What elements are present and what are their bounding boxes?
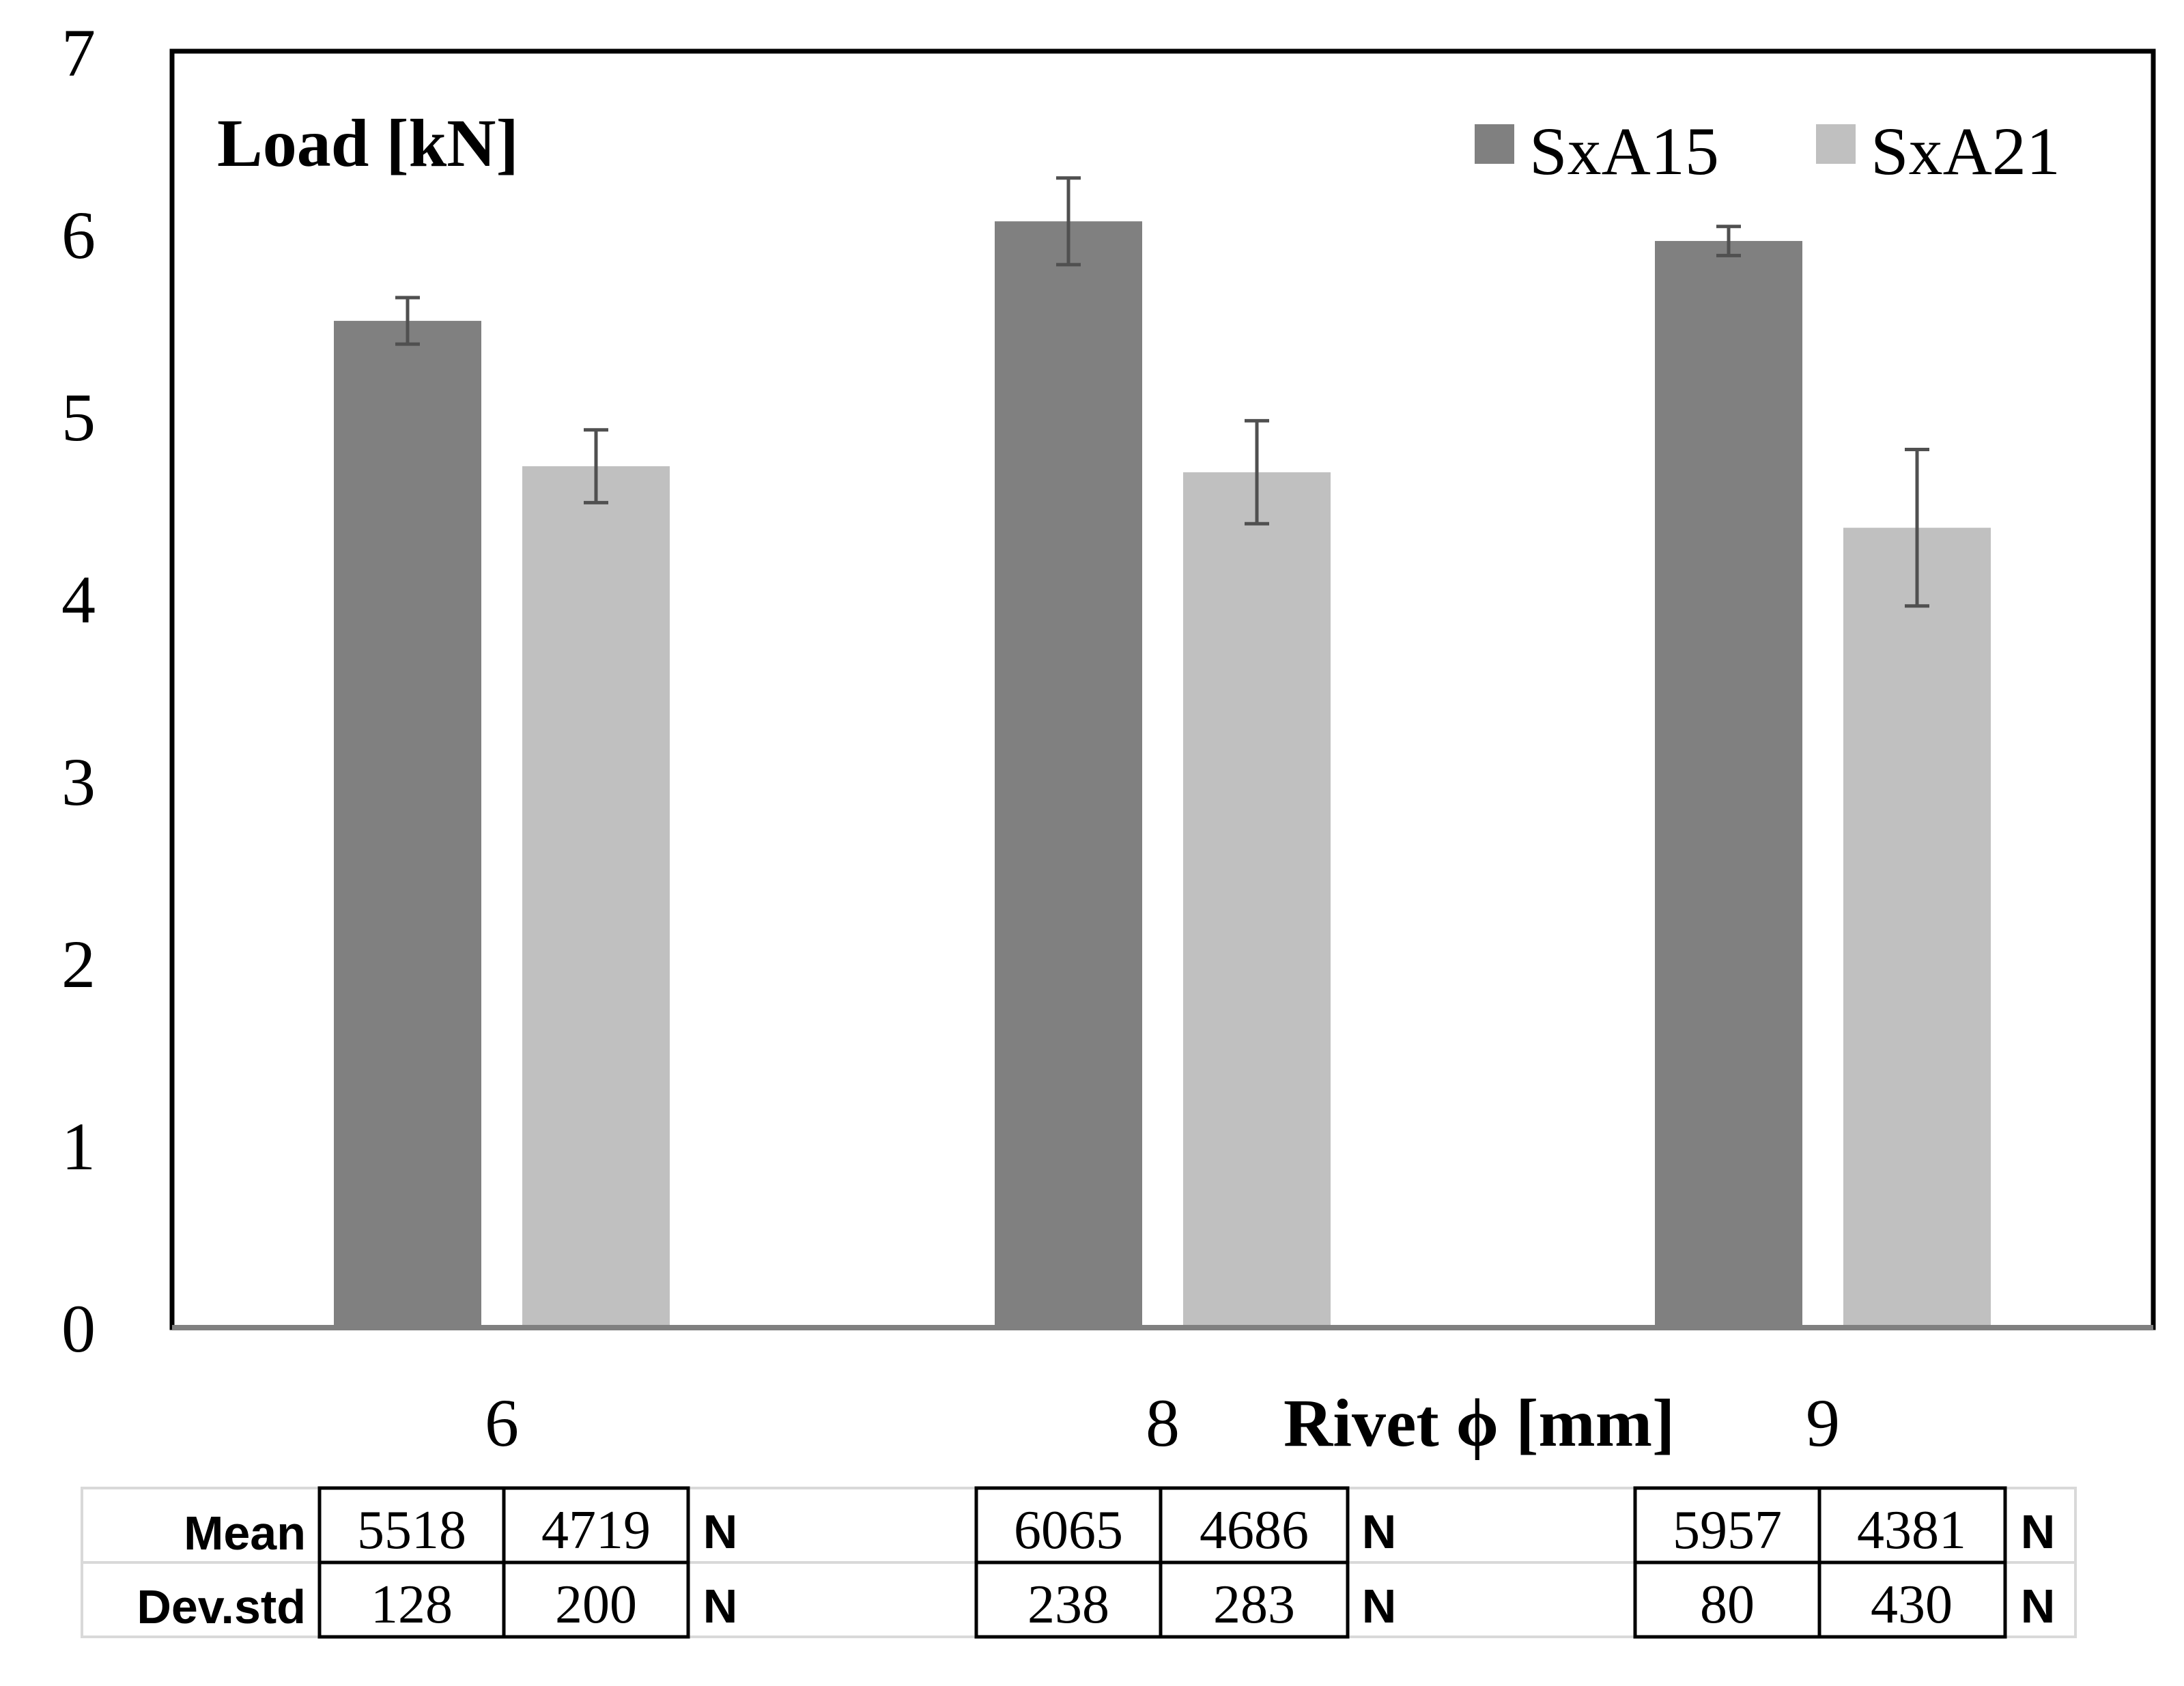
table-unit: N bbox=[1362, 1505, 1397, 1558]
error-bar-sxa21-6 bbox=[584, 428, 608, 504]
legend-label-sxa21: SxA21 bbox=[1871, 113, 2060, 189]
table-cell-mean-9-sxa15: 5957 bbox=[1673, 1500, 1782, 1560]
x-tick-label-8: 8 bbox=[1146, 1385, 1180, 1461]
y-tick-labels: 0 1 2 3 4 5 6 7 bbox=[61, 15, 96, 1367]
table-cell-std-8-sxa15: 238 bbox=[1027, 1575, 1109, 1635]
table-cell-mean-6-sxa21: 4719 bbox=[541, 1500, 651, 1560]
table-unit: N bbox=[2021, 1580, 2056, 1633]
table-unit: N bbox=[2021, 1505, 2056, 1558]
table-cell-mean-8-sxa15: 6065 bbox=[1014, 1500, 1123, 1560]
legend-swatch-sxa15 bbox=[1475, 124, 1514, 164]
table-cell-mean-6-sxa15: 5518 bbox=[357, 1500, 466, 1560]
bar-sxa21-6 bbox=[522, 466, 670, 1325]
x-tick-label-9: 9 bbox=[1806, 1385, 1840, 1461]
bar-sxa21-9 bbox=[1843, 528, 1991, 1325]
bar-sxa21-8 bbox=[1183, 472, 1331, 1325]
error-bars bbox=[395, 176, 1929, 608]
legend-swatch-sxa21 bbox=[1816, 124, 1856, 164]
bar-sxa15-6 bbox=[334, 321, 481, 1326]
legend: SxA15 SxA21 bbox=[1475, 113, 2060, 189]
y-tick-label: 4 bbox=[61, 562, 96, 638]
table-unit: N bbox=[703, 1505, 738, 1558]
error-bar-sxa15-6 bbox=[395, 296, 420, 346]
table-cell-mean-9-sxa21: 4381 bbox=[1857, 1500, 1966, 1560]
data-table-boxes bbox=[317, 1486, 2007, 1639]
table-row-label-devstd: Dev.std bbox=[137, 1580, 306, 1633]
y-tick-label: 1 bbox=[61, 1109, 96, 1184]
y-tick-label: 3 bbox=[61, 744, 96, 820]
y-tick-label: 7 bbox=[61, 15, 96, 91]
bar-marks bbox=[334, 221, 1991, 1326]
error-bar-sxa21-8 bbox=[1245, 418, 1269, 526]
table-cell-std-9-sxa21: 430 bbox=[1871, 1575, 1953, 1635]
y-tick-label: 6 bbox=[61, 197, 96, 273]
error-bar-sxa21-9 bbox=[1905, 448, 1929, 608]
bar-sxa15-8 bbox=[995, 221, 1142, 1326]
y-tick-label: 0 bbox=[61, 1291, 96, 1367]
table-cell-std-6-sxa21: 200 bbox=[555, 1575, 637, 1635]
table-unit: N bbox=[1362, 1580, 1397, 1633]
table-cell-std-9-sxa15: 80 bbox=[1700, 1575, 1755, 1635]
table-cell-std-6-sxa15: 128 bbox=[371, 1575, 453, 1635]
y-tick-label: 2 bbox=[61, 926, 96, 1002]
bar-sxa15-9 bbox=[1655, 241, 1802, 1326]
table-row-label-mean: Mean bbox=[184, 1506, 306, 1560]
x-tick-label-6: 6 bbox=[485, 1385, 519, 1461]
legend-label-sxa15: SxA15 bbox=[1529, 113, 1719, 189]
table-cell-mean-8-sxa21: 4686 bbox=[1200, 1500, 1309, 1560]
table-cell-std-8-sxa21: 283 bbox=[1213, 1575, 1295, 1635]
y-tick-label: 5 bbox=[61, 380, 96, 455]
x-axis-label: Rivet ϕ [mm] bbox=[1284, 1385, 1675, 1461]
table-unit: N bbox=[703, 1580, 738, 1633]
error-bar-sxa15-9 bbox=[1716, 225, 1741, 257]
error-bar-sxa15-8 bbox=[1056, 176, 1081, 267]
y-axis-label: Load [kN] bbox=[217, 105, 519, 181]
